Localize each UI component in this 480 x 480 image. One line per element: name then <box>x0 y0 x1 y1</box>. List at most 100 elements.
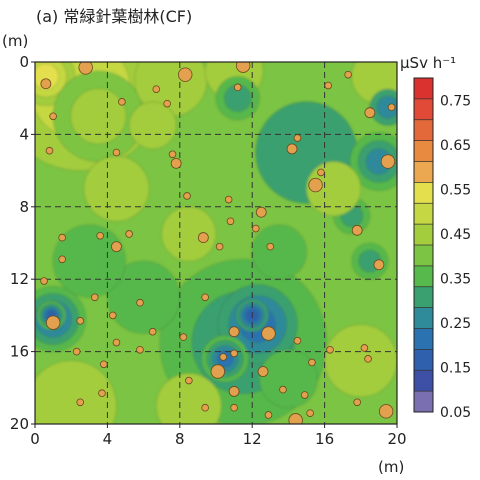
colorbar-segment-0.6 <box>414 161 433 183</box>
colorbar-segment-0.35 <box>414 265 433 288</box>
sample-point-56 <box>326 345 334 354</box>
sample-point-68 <box>264 411 273 419</box>
sample-point-0 <box>40 78 52 90</box>
colorbar-segment-0.4 <box>414 245 433 267</box>
contour-region-24-1 <box>324 324 397 398</box>
contour-region-26-1 <box>161 206 217 262</box>
sample-point-72 <box>288 413 303 424</box>
colorbar-tick-0.15: 0.15 <box>440 361 471 377</box>
sample-point-49 <box>136 345 144 354</box>
sample-point-28 <box>58 233 66 242</box>
contour-regions <box>35 62 397 424</box>
y-tick-label-4: 4 <box>19 125 29 143</box>
contour-region-14-1 <box>83 155 150 222</box>
sample-point-13 <box>286 143 298 155</box>
sample-point-14 <box>293 134 302 142</box>
sample-point-54 <box>360 344 369 352</box>
sample-point-69 <box>76 398 85 407</box>
colorbar <box>413 77 434 413</box>
sample-point-21 <box>308 177 323 193</box>
sample-point-5 <box>233 83 242 92</box>
sample-point-18 <box>170 157 182 169</box>
sample-point-35 <box>58 255 66 264</box>
contour-region-5-1 <box>128 101 177 150</box>
sample-point-52 <box>230 349 238 358</box>
sample-point-38 <box>90 293 99 302</box>
x-tick-label-4: 4 <box>103 430 113 448</box>
colorbar-segment-0.25 <box>414 307 433 329</box>
x-tick-label-0: 0 <box>30 430 40 448</box>
sample-point-3 <box>235 62 251 73</box>
sample-point-16 <box>112 148 121 157</box>
sample-point-6 <box>324 81 333 90</box>
x-axis-ticks: 0 4 8 12 16 20 <box>30 424 407 448</box>
sample-point-17 <box>168 150 177 159</box>
sample-point-58 <box>210 364 226 379</box>
sample-point-50 <box>179 333 188 341</box>
sample-point-29 <box>125 230 133 238</box>
sample-point-25 <box>226 217 235 226</box>
sample-point-65 <box>279 385 287 394</box>
sample-point-60 <box>308 358 316 367</box>
sample-point-7 <box>344 70 352 79</box>
sample-point-62 <box>98 389 106 398</box>
sample-point-1 <box>78 62 93 75</box>
sample-point-30 <box>252 224 260 233</box>
sample-point-9 <box>118 98 126 106</box>
contour-region-13-2 <box>376 95 397 119</box>
colorbar-tick-0.45: 0.45 <box>440 227 471 243</box>
sample-point-42 <box>109 311 117 320</box>
colorbar-frame <box>413 77 434 413</box>
sample-point-11 <box>364 107 376 119</box>
sample-point-31 <box>351 224 363 236</box>
y-tick-label-0: 0 <box>19 53 29 71</box>
colorbar-segment-0.55 <box>414 182 433 204</box>
colorbar-tick-0.55: 0.55 <box>440 182 471 198</box>
colorbar-segment-0.05 <box>414 391 433 413</box>
y-tick-label-16: 16 <box>10 343 29 361</box>
colorbar-segment-0.45 <box>414 224 433 246</box>
sample-point-55 <box>364 355 372 363</box>
contour-region-27-1 <box>251 224 307 280</box>
sample-point-12 <box>387 103 396 112</box>
contour-region-2-2 <box>70 88 127 145</box>
colorbar-tick-0.75: 0.75 <box>440 93 471 109</box>
y-axis-ticks: 0 4 8 12 16 20 <box>10 53 35 433</box>
panel-title: (a) 常緑針葉樹林(CF) <box>36 7 192 26</box>
sample-point-53 <box>72 347 81 356</box>
sample-point-43 <box>45 315 61 330</box>
sample-point-15 <box>45 146 54 155</box>
sample-point-74 <box>70 423 73 424</box>
colorbar-segment-0.7 <box>414 119 433 141</box>
sample-point-73 <box>353 398 361 407</box>
sample-point-8 <box>163 99 171 108</box>
sample-point-36 <box>373 259 385 271</box>
colorbar-segment-0.3 <box>414 286 433 308</box>
colorbar-segment-0.8 <box>414 78 433 100</box>
sample-point-46 <box>261 326 276 341</box>
sample-point-40 <box>201 293 209 302</box>
sample-point-19 <box>380 154 396 169</box>
sample-point-67 <box>230 403 238 412</box>
x-tick-label-20: 20 <box>387 430 406 448</box>
sample-point-44 <box>148 327 157 336</box>
sample-point-66 <box>201 403 209 412</box>
sample-point-20 <box>317 168 325 177</box>
sample-point-10 <box>49 112 57 121</box>
sample-point-24 <box>255 206 267 218</box>
contour-plot-area <box>35 62 397 424</box>
y-tick-label-8: 8 <box>19 198 29 216</box>
sample-point-48 <box>112 338 121 347</box>
sample-point-61 <box>185 376 193 385</box>
sample-point-2 <box>178 67 193 82</box>
colorbar-segment-0.15 <box>414 349 433 371</box>
colorbar-segment-0.75 <box>414 98 433 121</box>
colorbar-segment-0.1 <box>414 370 433 392</box>
x-tick-label-16: 16 <box>315 430 334 448</box>
x-tick-label-8: 8 <box>175 430 185 448</box>
colorbar-tick-0.65: 0.65 <box>440 138 471 154</box>
x-tick-label-12: 12 <box>243 430 262 448</box>
x-axis-unit: (m) <box>378 458 404 476</box>
sample-point-32 <box>111 241 122 253</box>
